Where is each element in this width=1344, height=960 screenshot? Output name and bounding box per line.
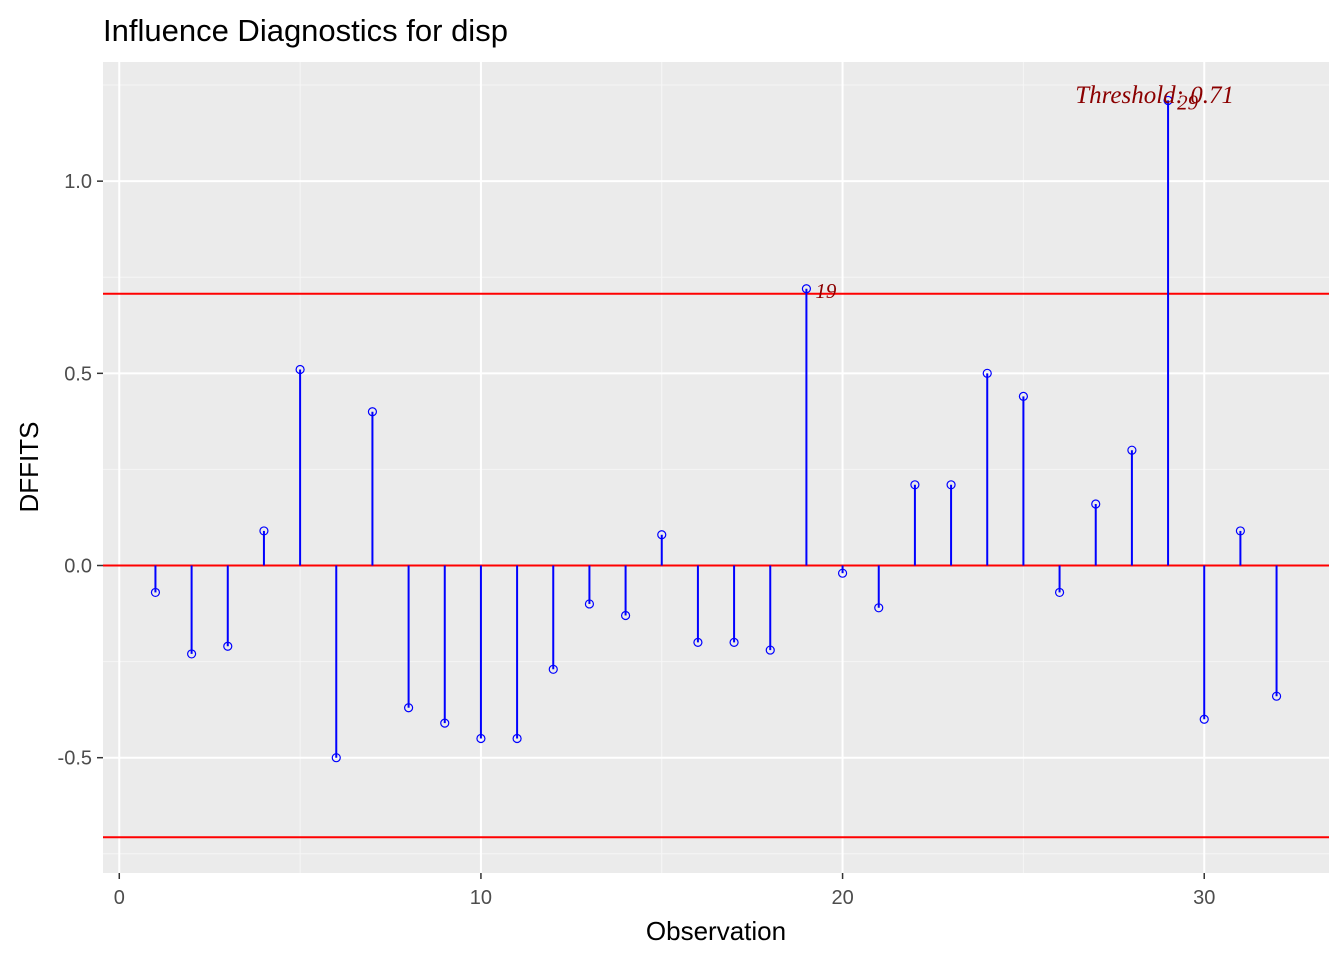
point-2 [187,649,197,659]
point-7 [367,407,378,417]
y-tick-label: -0.5 [58,748,92,770]
point-25 [1018,391,1029,401]
point-23 [946,480,956,490]
point-21 [874,603,884,613]
y-tick-label: 0.5 [64,363,92,385]
point-28 [1127,445,1137,455]
plot-panel [103,62,1329,873]
point-15 [657,530,667,540]
x-tick-label: 10 [470,887,492,909]
point-11 [512,733,522,744]
x-tick-label: 0 [114,887,125,909]
point-18 [765,645,775,655]
x-axis-title: Observation [646,916,786,946]
point-10 [476,733,486,744]
x-tick-label: 20 [831,887,853,909]
point-20 [837,568,848,578]
point-5 [295,364,305,375]
y-axis-title: DFFITS [14,422,44,513]
point-29 [1163,95,1173,106]
point-label-19: 19 [815,279,837,303]
point-1 [150,587,161,598]
point-26 [1054,587,1065,598]
x-tick-label: 30 [1193,887,1215,909]
reference-lines [103,292,1329,839]
threshold-label: Threshold: 0.71 [1075,82,1234,109]
x-axis-ticks: 0 10 20 30 [114,873,1215,909]
point-8 [403,703,414,713]
points [150,95,1282,763]
point-9 [440,718,450,728]
y-tick-label: 0.0 [64,556,92,578]
point-17 [729,637,739,647]
point-27 [1091,499,1101,509]
y-tick-label: 1.0 [64,171,92,193]
point-6 [331,753,341,763]
chart-title: Influence Diagnostics for disp [103,13,508,48]
point-32 [1271,691,1282,701]
point-3 [223,641,233,651]
point-4 [259,526,269,536]
point-label-29: 29 [1177,90,1199,114]
stems [154,100,1278,758]
point-14 [620,610,631,621]
grid-minor [103,62,1329,873]
point-16 [693,637,703,647]
point-19 [801,284,812,294]
point-22 [910,480,920,490]
point-30 [1199,714,1209,724]
point-31 [1235,526,1245,536]
point-12 [548,664,558,674]
y-axis-ticks: -0.5 0.0 0.5 1.0 [58,171,103,770]
point-13 [584,599,595,609]
point-24 [982,368,992,378]
